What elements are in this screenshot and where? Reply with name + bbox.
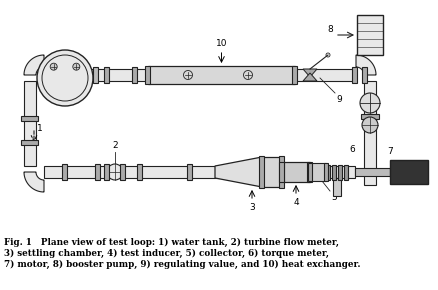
Text: 6: 6 — [348, 145, 354, 154]
Bar — [95, 164, 100, 180]
Bar — [21, 115, 39, 121]
Circle shape — [50, 63, 57, 70]
Bar — [309, 163, 325, 181]
Bar — [104, 67, 109, 83]
Bar — [261, 157, 281, 187]
Bar — [145, 66, 150, 84]
Text: 3: 3 — [248, 203, 254, 212]
Bar — [279, 162, 284, 182]
Bar — [325, 164, 329, 180]
Text: 5: 5 — [330, 193, 336, 202]
Circle shape — [37, 50, 93, 106]
Text: 2: 2 — [112, 141, 117, 150]
Polygon shape — [302, 73, 316, 81]
Text: Fig. 1   Plane view of test loop: 1) water tank, 2) turbine flow meter,: Fig. 1 Plane view of test loop: 1) water… — [4, 238, 338, 247]
Bar — [279, 156, 284, 188]
Circle shape — [361, 117, 377, 133]
Polygon shape — [24, 172, 44, 192]
Circle shape — [73, 63, 80, 70]
Bar — [337, 164, 341, 180]
Bar — [44, 69, 355, 81]
Bar — [259, 156, 264, 188]
Polygon shape — [24, 55, 44, 75]
Bar — [120, 164, 125, 180]
Bar — [292, 66, 297, 84]
Bar — [21, 139, 39, 144]
Text: 1: 1 — [37, 124, 42, 133]
Bar — [356, 15, 382, 55]
Text: 10: 10 — [215, 39, 227, 48]
Text: 9: 9 — [335, 95, 341, 104]
Bar — [44, 166, 354, 178]
Bar — [363, 81, 375, 185]
Bar — [354, 168, 389, 176]
Bar — [281, 162, 309, 182]
Polygon shape — [302, 69, 316, 77]
Bar — [352, 67, 357, 83]
Bar — [104, 164, 109, 180]
Bar — [62, 164, 67, 180]
Bar — [132, 67, 137, 83]
Bar — [331, 164, 335, 180]
Bar — [343, 164, 347, 180]
Bar — [332, 178, 340, 196]
Text: 7) motor, 8) booster pump, 9) regulating value, and 10) heat exchanger.: 7) motor, 8) booster pump, 9) regulating… — [4, 260, 360, 269]
Bar — [323, 163, 327, 181]
Text: 7: 7 — [386, 147, 392, 156]
Bar — [187, 164, 192, 180]
Bar — [307, 162, 312, 182]
Bar — [93, 67, 98, 83]
Text: 3) settling chamber, 4) test inducer, 5) collector, 6) torque meter,: 3) settling chamber, 4) test inducer, 5)… — [4, 249, 328, 258]
Bar — [389, 160, 427, 184]
Bar — [137, 164, 142, 180]
Text: 8: 8 — [326, 25, 332, 34]
Bar — [362, 67, 367, 83]
Bar — [307, 163, 311, 181]
Circle shape — [107, 164, 123, 180]
Bar — [46, 69, 91, 81]
Bar — [24, 81, 36, 166]
Polygon shape — [355, 55, 375, 75]
Bar — [148, 66, 294, 84]
Circle shape — [359, 93, 379, 113]
Text: 4: 4 — [293, 198, 298, 207]
Bar — [360, 113, 378, 119]
Polygon shape — [215, 157, 261, 187]
